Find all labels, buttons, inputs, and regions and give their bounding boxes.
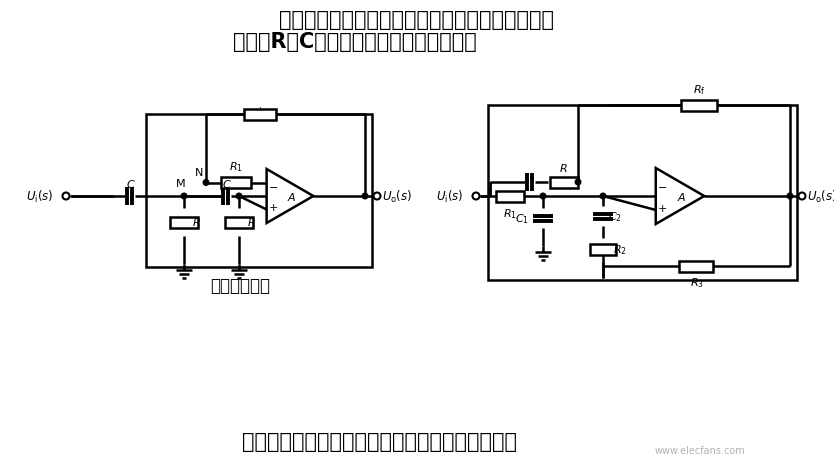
- Bar: [550, 177, 578, 188]
- Text: $-$: $-$: [656, 181, 667, 190]
- Text: $R_\mathrm{f}$: $R_\mathrm{f}$: [693, 83, 706, 97]
- Text: N: N: [194, 168, 203, 178]
- Text: $U_\mathrm{i}(s)$: $U_\mathrm{i}(s)$: [27, 188, 54, 205]
- Bar: [680, 261, 714, 272]
- Bar: [146, 115, 372, 268]
- Text: $+$: $+$: [656, 202, 667, 213]
- Text: 将高通和低通电路适当组合即可得到带通滤波电路: 将高通和低通电路适当组合即可得到带通滤波电路: [243, 431, 518, 451]
- Circle shape: [540, 194, 545, 200]
- Bar: [225, 217, 253, 228]
- Bar: [221, 178, 251, 188]
- Text: $R_2$: $R_2$: [613, 243, 627, 257]
- Bar: [590, 244, 616, 255]
- Bar: [170, 217, 198, 228]
- Bar: [244, 109, 276, 120]
- Text: $\cdot$: $\cdot$: [259, 101, 262, 110]
- Text: C: C: [222, 180, 230, 189]
- Bar: [488, 106, 797, 281]
- Text: $A$: $A$: [677, 191, 686, 203]
- Text: $U_\mathrm{i}(s)$: $U_\mathrm{i}(s)$: [436, 188, 464, 205]
- Polygon shape: [656, 169, 704, 225]
- Text: $U_\mathrm{o}(s)$: $U_\mathrm{o}(s)$: [807, 188, 834, 205]
- Circle shape: [575, 180, 580, 185]
- Text: $+$: $+$: [268, 202, 278, 213]
- Polygon shape: [267, 169, 314, 224]
- Text: M: M: [176, 179, 186, 188]
- Text: $-$: $-$: [268, 181, 278, 191]
- Text: $R_3$: $R_3$: [690, 275, 704, 289]
- Text: R: R: [560, 163, 568, 174]
- Text: $R_1$: $R_1$: [503, 206, 517, 220]
- Text: C: C: [126, 180, 134, 189]
- Circle shape: [787, 194, 793, 200]
- Text: R: R: [248, 218, 256, 227]
- Text: $A$: $A$: [287, 191, 297, 203]
- Text: $R_1$: $R_1$: [229, 160, 244, 174]
- Text: R: R: [193, 218, 201, 227]
- Text: 实用二阶高通: 实用二阶高通: [210, 276, 270, 294]
- Circle shape: [362, 194, 368, 200]
- Bar: [681, 100, 717, 111]
- Circle shape: [600, 194, 605, 200]
- Text: $C_1$: $C_1$: [515, 212, 529, 225]
- Text: $U_\mathrm{o}(s)$: $U_\mathrm{o}(s)$: [382, 188, 412, 205]
- Text: $C_2$: $C_2$: [608, 210, 622, 224]
- Bar: [496, 191, 524, 202]
- Circle shape: [236, 194, 242, 200]
- Circle shape: [203, 180, 208, 186]
- Text: 高通滤波电路与低通滤波电路具有对偶性，把低通: 高通滤波电路与低通滤波电路具有对偶性，把低通: [279, 10, 555, 30]
- Circle shape: [181, 194, 187, 200]
- Text: 电路中R和C互换即可得到高通滤波电路。: 电路中R和C互换即可得到高通滤波电路。: [234, 32, 477, 52]
- Text: www.elecfans.com: www.elecfans.com: [655, 445, 746, 455]
